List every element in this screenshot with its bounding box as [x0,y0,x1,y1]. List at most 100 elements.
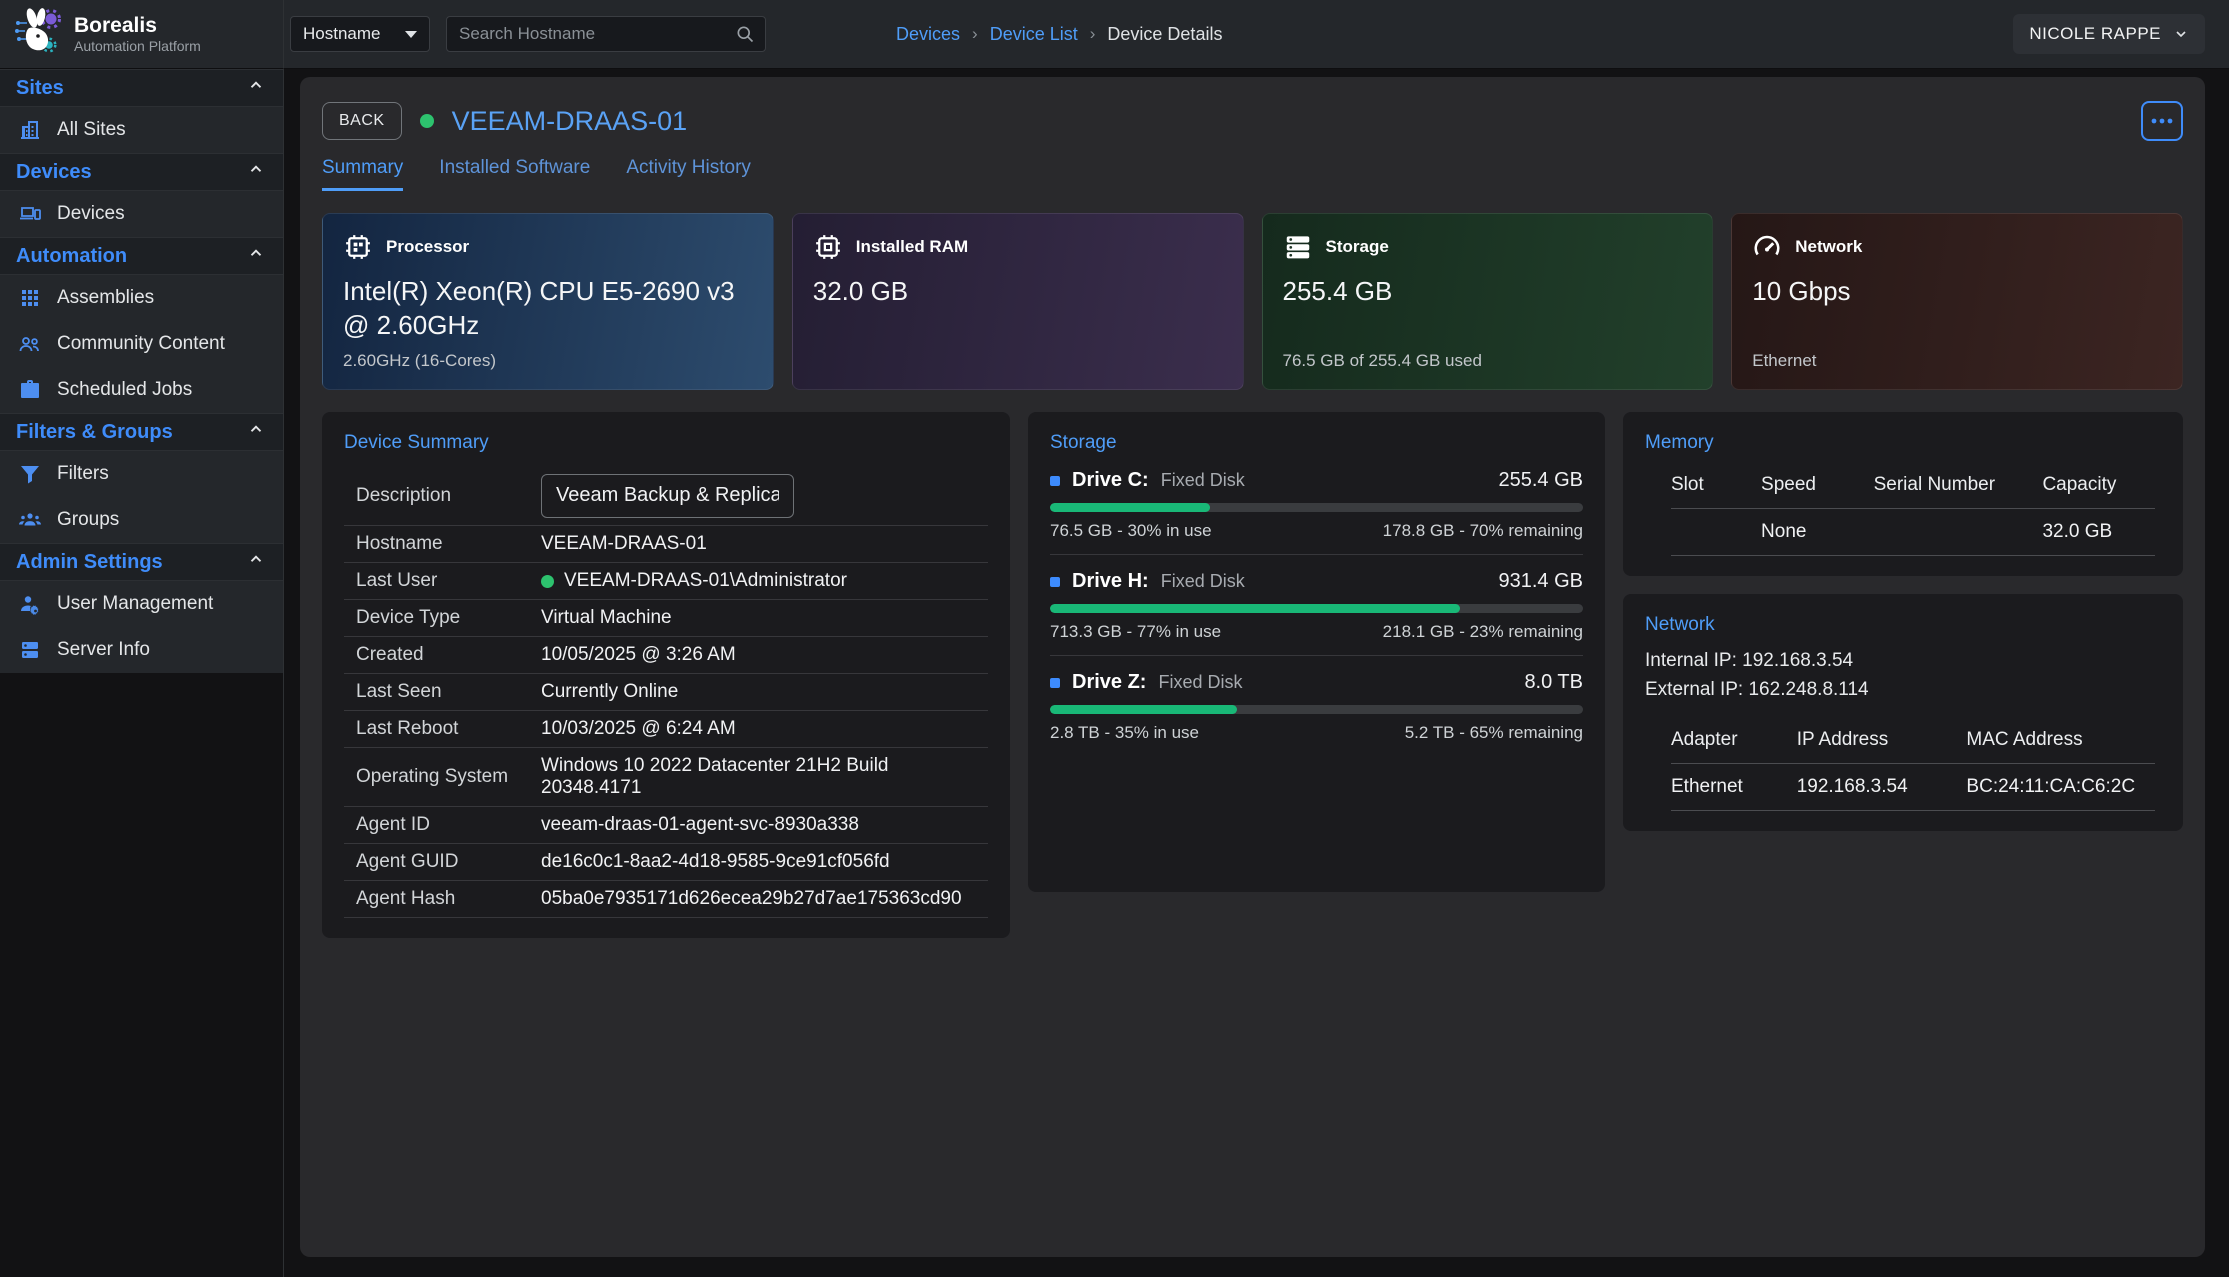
drive-row: Drive H: Fixed Disk 931.4 GB 713.3 GB - … [1050,555,1583,656]
stat-card-title: Installed RAM [856,237,968,257]
summary-row: Hostname VEEAM-DRAAS-01 [344,526,988,563]
detail-grid: Device Summary Description Hostname [322,412,2183,938]
sidebar-item[interactable]: Assemblies [0,275,283,321]
stat-card-subtext [813,351,1223,371]
user-menu[interactable]: NICOLE RAPPE [2013,14,2205,54]
back-button[interactable]: BACK [322,102,402,140]
summary-row: Agent GUID de16c0c1-8aa2-4d18-9585-9ce91… [344,844,988,881]
network-title: Network [1645,614,2161,636]
summary-row: Operating System Windows 10 2022 Datacen… [344,748,988,807]
search-box [446,16,766,52]
right-column: Memory Slot Speed Serial Number Capacity… [1623,412,2183,831]
drive-bullet-icon [1050,577,1060,587]
drive-used-text: 2.8 TB - 35% in use [1050,723,1199,743]
sidebar-section-devices: Devices Devices [0,153,283,237]
stat-card: Network 10 Gbps Ethernet [1731,213,2183,390]
brand-subtitle: Automation Platform [74,38,201,54]
stat-card-subtext: 76.5 GB of 255.4 GB used [1283,351,1693,371]
tab[interactable]: Activity History [626,157,751,191]
stat-card: Storage 255.4 GB 76.5 GB of 255.4 GB use… [1262,213,1714,390]
sidebar-item[interactable]: All Sites [0,107,283,153]
drive-type: Fixed Disk [1161,470,1245,491]
chevron-up-icon [247,244,265,268]
drive-type: Fixed Disk [1161,571,1245,592]
stat-card-title: Network [1795,237,1862,257]
online-status-dot [541,575,554,588]
search-field-dropdown[interactable]: Hostname [290,16,430,52]
tab[interactable]: Installed Software [439,157,590,191]
device-status-dot [420,114,434,128]
stat-card: Installed RAM 32.0 GB [792,213,1244,390]
sidebar-item[interactable]: Server Info [0,627,283,673]
drive-bullet-icon [1050,678,1060,688]
drive-free-text: 5.2 TB - 65% remaining [1405,723,1583,743]
sidebar-section-filters-groups: Filters & Groups Filters Groups [0,413,283,543]
stat-card-value: 10 Gbps [1752,275,2162,309]
user-name: NICOLE RAPPE [2029,24,2161,44]
device-details-panel: BACK VEEAM-DRAAS-01 Summary Installed So [300,77,2205,1257]
kebab-dots-icon [2151,118,2173,124]
description-input[interactable] [541,474,794,518]
device-header: BACK VEEAM-DRAAS-01 [322,101,2183,141]
sidebar-item[interactable]: Scheduled Jobs [0,367,283,413]
drive-usage-fill [1050,503,1210,512]
sidebar-section-sites: Sites All Sites [0,69,283,153]
stat-card-value: Intel(R) Xeon(R) CPU E5-2690 v3 @ 2.60GH… [343,275,753,343]
chevron-up-icon [247,420,265,444]
breadcrumb-separator-icon: › [972,24,978,44]
sidebar-item[interactable]: Devices [0,191,283,237]
top-bar: Hostname Devices › Device List › Device … [284,0,2229,69]
breadcrumb-devices[interactable]: Devices [896,24,960,45]
drive-row: Drive C: Fixed Disk 255.4 GB 76.5 GB - 3… [1050,454,1583,555]
stat-card-subtext: 2.60GHz (16-Cores) [343,351,753,371]
sidebar-section-header-filters-groups[interactable]: Filters & Groups [0,413,283,451]
device-summary-title: Device Summary [344,432,988,454]
drive-size: 8.0 TB [1524,671,1583,694]
sidebar-section-header-automation[interactable]: Automation [0,237,283,275]
drive-usage-fill [1050,604,1460,613]
sidebar-item[interactable]: User Management [0,581,283,627]
drive-name: Drive Z: [1072,671,1146,694]
sidebar-item[interactable]: Filters [0,451,283,497]
network-table: Adapter IP Address MAC Address Ethernet … [1645,723,2161,811]
tab[interactable]: Summary [322,157,403,191]
sidebar-item[interactable]: Groups [0,497,283,543]
drive-free-text: 178.8 GB - 70% remaining [1383,521,1583,541]
drive-bullet-icon [1050,476,1060,486]
sidebar-item[interactable]: Community Content [0,321,283,367]
chevron-down-icon [2173,26,2189,42]
stat-card: Processor Intel(R) Xeon(R) CPU E5-2690 v… [322,213,774,390]
drive-size: 931.4 GB [1498,570,1583,593]
summary-row-description: Description [344,466,988,526]
sidebar-section-header-devices[interactable]: Devices [0,153,283,191]
network-panel: Network Internal IP: 192.168.3.54 Extern… [1623,594,2183,831]
summary-row: Last Reboot 10/03/2025 @ 6:24 AM [344,711,988,748]
search-input[interactable] [459,24,735,44]
main-area: BACK VEEAM-DRAAS-01 Summary Installed So [284,69,2229,1277]
breadcrumb-device-list[interactable]: Device List [990,24,1078,45]
caret-down-icon [405,31,417,38]
brand-logo-block: Borealis Automation Platform [0,0,284,69]
summary-row: Last User VEEAM-DRAAS-01\Administrator [344,563,988,600]
app-root: Borealis Automation Platform Hostname De… [0,0,2229,1277]
sidebar-section-automation: Automation Assemblies Community Content … [0,237,283,413]
more-actions-button[interactable] [2141,101,2183,141]
drive-name: Drive H: [1072,570,1149,593]
drive-row: Drive Z: Fixed Disk 8.0 TB 2.8 TB - 35% … [1050,656,1583,756]
sidebar-section-admin-settings: Admin Settings User Management Server In… [0,543,283,673]
network-adapter-row: Ethernet 192.168.3.54 BC:24:11:CA:C6:2C [1671,764,2155,811]
breadcrumb-separator-icon: › [1090,24,1096,44]
chevron-up-icon [247,160,265,184]
internal-ip: Internal IP: 192.168.3.54 [1645,646,2161,675]
sidebar-section-header-sites[interactable]: Sites [0,69,283,107]
breadcrumb: Devices › Device List › Device Details [896,24,1222,45]
drive-usage-bar [1050,503,1583,512]
chevron-up-icon [247,550,265,574]
summary-row: Last Seen Currently Online [344,674,988,711]
stat-cards-row: Processor Intel(R) Xeon(R) CPU E5-2690 v… [322,213,2183,390]
summary-row: Agent ID veeam-draas-01-agent-svc-8930a3… [344,807,988,844]
sidebar-section-header-admin-settings[interactable]: Admin Settings [0,543,283,581]
external-ip: External IP: 162.248.8.114 [1645,675,2161,704]
drive-used-text: 713.3 GB - 77% in use [1050,622,1221,642]
memory-panel: Memory Slot Speed Serial Number Capacity… [1623,412,2183,576]
